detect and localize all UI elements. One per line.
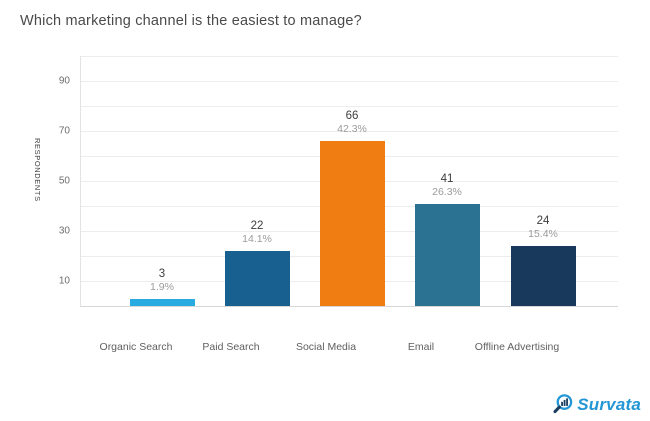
bar-percent-organic-search: 1.9%	[150, 280, 174, 293]
bar-value-label-social-media: 66 42.3%	[337, 109, 367, 137]
survata-logo: Survata	[551, 393, 641, 416]
bar-organic-search	[129, 298, 195, 306]
bar-value-label-paid-search: 22 14.1%	[242, 219, 272, 247]
bar-percent-email: 26.3%	[432, 185, 462, 198]
x-category-label-organic-search: Organic Search	[99, 341, 173, 353]
bar-count-social-media: 66	[345, 110, 359, 122]
y-tick-90: 90	[58, 75, 70, 87]
bar-email	[414, 203, 480, 306]
x-category-label-offline-advertising: Offline Advertising	[474, 341, 560, 353]
y-tick-70: 70	[58, 125, 70, 137]
gridline-70	[80, 131, 618, 132]
bar-paid-search	[224, 251, 290, 306]
y-axis-line	[80, 56, 81, 306]
magnifier-bar-chart-icon	[551, 393, 574, 416]
bar-value-label-offline-advertising: 24 15.4%	[528, 214, 558, 242]
x-axis-baseline	[80, 306, 618, 307]
y-tick-10: 10	[58, 275, 70, 287]
logo-text: Survata	[577, 394, 641, 414]
chart-title: Which marketing channel is the easiest t…	[20, 13, 362, 29]
x-category-label-email: Email	[407, 341, 435, 353]
x-category-label-social-media: Social Media	[295, 341, 357, 353]
bar-count-offline-advertising: 24	[536, 215, 550, 227]
y-tick-50: 50	[58, 175, 70, 187]
x-category-label-paid-search: Paid Search	[202, 341, 260, 353]
y-axis-label: RESPONDENTS	[33, 138, 42, 202]
gridline-80	[80, 106, 618, 107]
bar-count-paid-search: 22	[250, 220, 264, 232]
bar-value-label-organic-search: 3 1.9%	[150, 267, 174, 295]
bar-percent-offline-advertising: 15.4%	[528, 228, 558, 241]
gridline-100	[80, 56, 618, 57]
bar-offline-advertising	[510, 246, 576, 306]
bar-percent-social-media: 42.3%	[337, 123, 367, 136]
bar-social-media	[319, 141, 385, 306]
y-tick-30: 30	[58, 225, 70, 237]
bar-count-email: 41	[440, 172, 454, 185]
bar-count-organic-search: 3	[158, 267, 166, 280]
bar-value-label-email: 41 26.3%	[432, 172, 462, 200]
bar-percent-paid-search: 14.1%	[242, 233, 272, 246]
gridline-90	[80, 81, 618, 82]
